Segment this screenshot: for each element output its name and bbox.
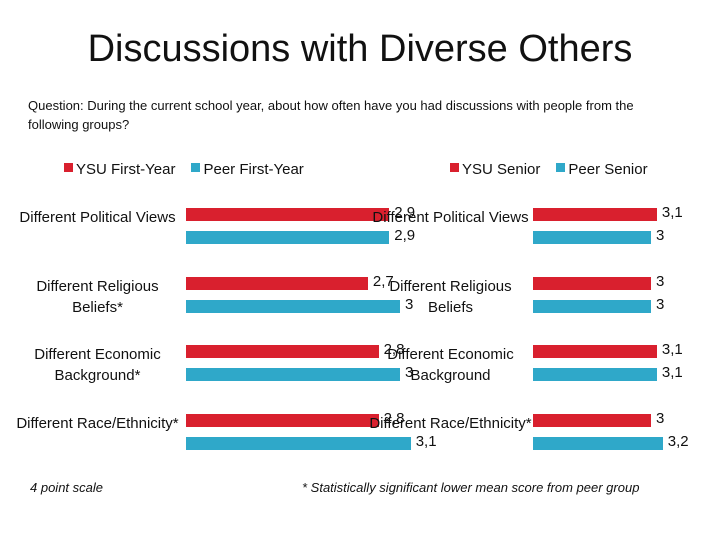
data-label: 2,7 xyxy=(372,273,394,290)
bar-peer xyxy=(533,368,657,381)
category-label: Different Religious Beliefs xyxy=(389,278,512,316)
category-label: Different Race/Ethnicity* xyxy=(16,415,179,432)
bar-ysu xyxy=(533,277,651,290)
bar-peer xyxy=(533,300,651,313)
legend-swatch-peer xyxy=(191,163,201,172)
bar-peer xyxy=(186,231,390,244)
data-label: 3 xyxy=(656,227,665,244)
data-label: 3 xyxy=(656,410,665,427)
category-label: Different Economic Background* xyxy=(34,346,161,384)
bar-ysu xyxy=(186,277,368,290)
legend-swatch-ysu xyxy=(450,163,459,172)
category-label: Different Religious Beliefs* xyxy=(36,278,159,316)
data-label: 2,9 xyxy=(394,227,416,244)
legend-label: YSU Senior xyxy=(462,161,541,178)
bar-peer xyxy=(533,231,651,244)
legend-item-peer-senior: Peer Senior xyxy=(556,161,648,178)
data-label: 3,1 xyxy=(661,364,683,381)
legend-item-peer-first-year: Peer First-Year xyxy=(191,161,304,178)
category-label: Different Political Views xyxy=(372,209,529,226)
data-label: 2,9 xyxy=(394,204,416,221)
question-text: Question: During the current school year… xyxy=(28,98,634,132)
data-label: 3 xyxy=(656,296,665,313)
legend-label: Peer First-Year xyxy=(203,161,304,178)
legend-senior: YSU Senior Peer Senior xyxy=(450,161,658,178)
data-label: 2,8 xyxy=(383,410,405,427)
data-label: 3 xyxy=(405,364,414,381)
bar-ysu xyxy=(533,414,651,427)
data-label: 3,1 xyxy=(661,341,683,358)
legend-first-year: YSU First-Year Peer First-Year xyxy=(64,161,314,178)
bar-ysu xyxy=(186,208,390,221)
bar-peer xyxy=(186,368,400,381)
data-label: 3,1 xyxy=(415,433,437,450)
bar-ysu xyxy=(186,414,379,427)
bar-peer xyxy=(186,300,400,313)
bar-ysu xyxy=(186,345,379,358)
legend-label: YSU First-Year xyxy=(76,161,176,178)
bar-ysu xyxy=(533,208,657,221)
bar-peer xyxy=(186,437,411,450)
legend-label: Peer Senior xyxy=(568,161,648,178)
legend-swatch-peer xyxy=(556,163,566,172)
category-label: Different Race/Ethnicity* xyxy=(369,415,532,432)
data-label: 3 xyxy=(405,296,414,313)
data-label: 3 xyxy=(656,273,665,290)
category-label: Different Economic Background xyxy=(387,346,514,384)
legend-item-ysu-first-year: YSU First-Year xyxy=(64,161,175,178)
category-label: Different Political Views xyxy=(19,209,176,226)
legend-item-ysu-senior: YSU Senior xyxy=(450,161,540,178)
footnote-significance: * Statistically significant lower mean s… xyxy=(302,480,640,495)
legend-swatch-ysu xyxy=(64,163,73,172)
bar-ysu xyxy=(533,345,657,358)
data-label: 3,1 xyxy=(661,204,683,221)
footnote-scale: 4 point scale xyxy=(30,480,103,495)
bar-peer xyxy=(533,437,663,450)
page-title: Discussions with Diverse Others xyxy=(87,28,633,70)
data-label: 2,8 xyxy=(383,341,405,358)
data-label: 3,2 xyxy=(667,433,689,450)
